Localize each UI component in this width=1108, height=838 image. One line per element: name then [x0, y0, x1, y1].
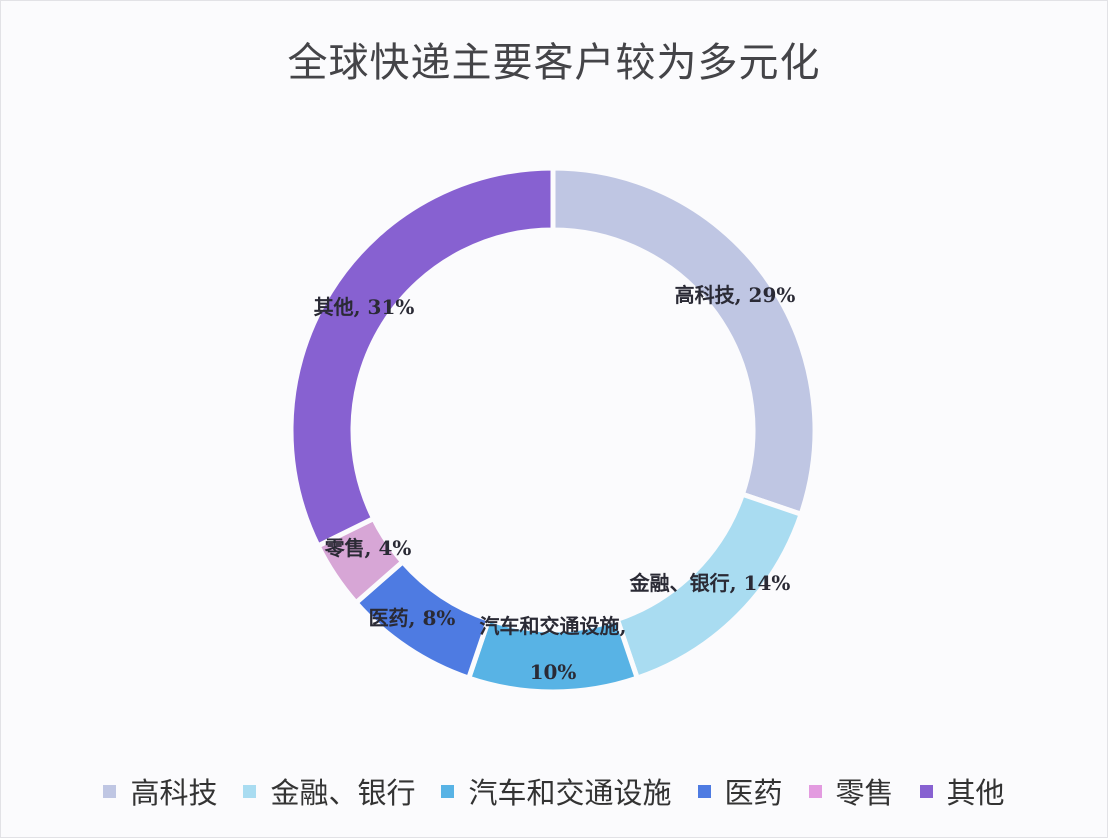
data-label: 汽车和交通设施, — [480, 614, 627, 638]
data-label: 高科技, 29% — [675, 283, 796, 307]
donut-segment[interactable] — [288, 165, 556, 550]
legend-item[interactable]: 医药 — [697, 770, 783, 812]
chart-title: 全球快递主要客户较为多元化 — [287, 40, 821, 86]
legend-label: 医药 — [724, 776, 783, 810]
legend-swatch-icon — [919, 784, 933, 798]
legend-swatch-icon — [697, 784, 711, 798]
legend-label: 高科技 — [130, 776, 218, 810]
legend-item[interactable]: 汽车和交通设施 — [441, 770, 672, 812]
donut-segment[interactable] — [550, 165, 818, 518]
legend-label: 零售 — [835, 776, 894, 810]
data-label: 零售, 4% — [324, 536, 412, 560]
data-label: 其他, 31% — [314, 295, 415, 319]
data-label: 医药, 8% — [369, 606, 456, 630]
legend-swatch-icon — [243, 784, 257, 798]
data-label: 金融、银行, 14% — [629, 571, 791, 595]
legend-item[interactable]: 金融、银行 — [243, 770, 415, 812]
legend-swatch-icon — [103, 784, 117, 798]
legend-item[interactable]: 零售 — [808, 770, 894, 812]
data-label: 10% — [530, 660, 577, 684]
legend-label: 金融、银行 — [270, 776, 416, 810]
legend-label: 汽车和交通设施 — [468, 776, 672, 810]
legend-label: 其他 — [946, 776, 1005, 810]
chart-legend: 高科技 金融、银行 汽车和交通设施 医药 零售 其他 — [0, 770, 1108, 812]
legend-item[interactable]: 其他 — [919, 770, 1005, 812]
legend-swatch-icon — [441, 784, 455, 798]
legend-swatch-icon — [808, 784, 822, 798]
legend-item[interactable]: 高科技 — [103, 770, 217, 812]
